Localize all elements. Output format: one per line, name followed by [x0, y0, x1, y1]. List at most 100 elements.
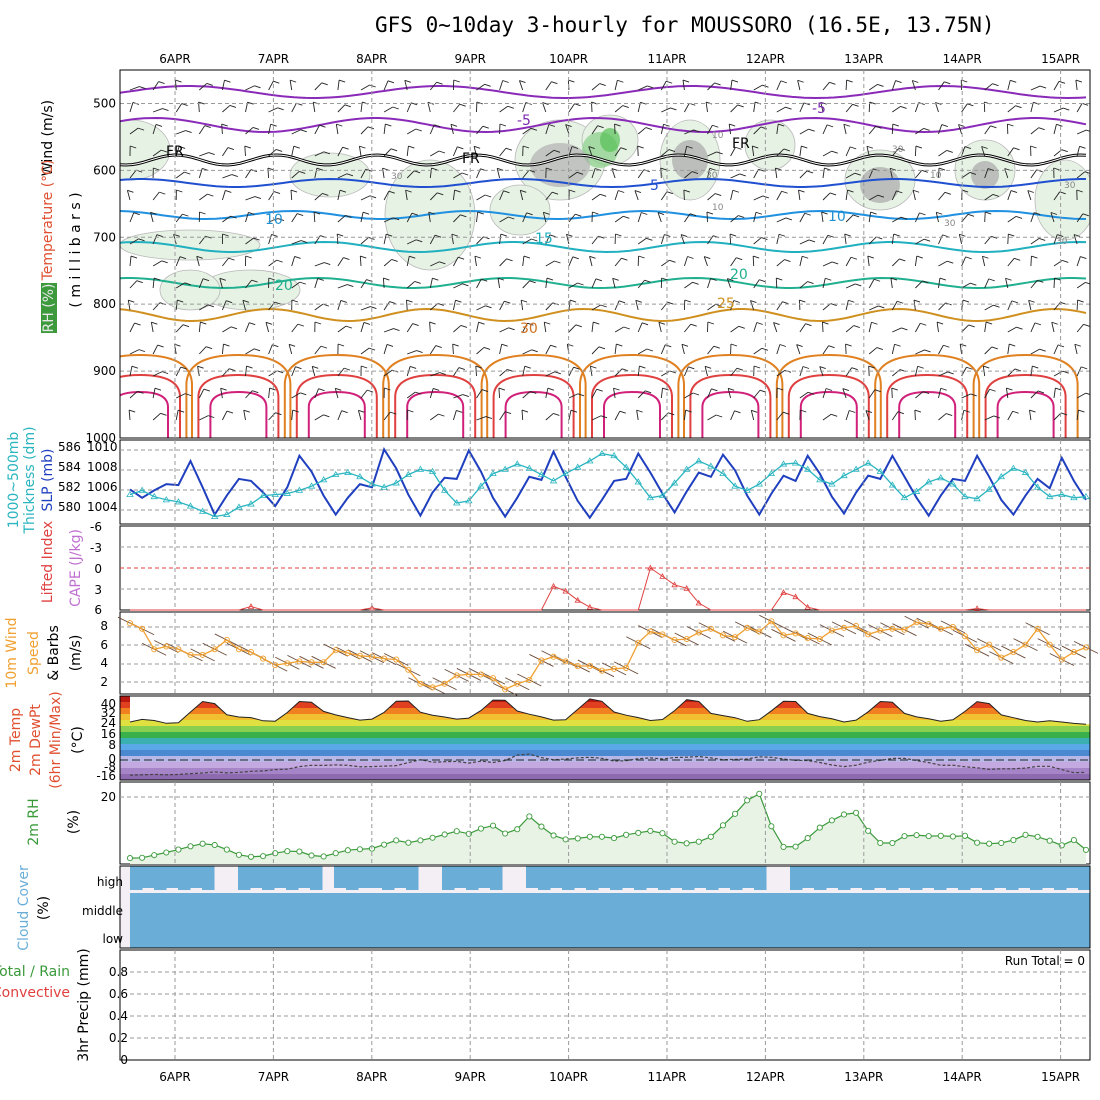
wind-barb: [405, 190, 408, 201]
rh-label-4: 10: [930, 171, 942, 181]
rh-label-7: 10: [712, 203, 724, 213]
wind-barb: [314, 124, 320, 135]
wind-barb: [499, 147, 507, 157]
cloud-high-bar: [946, 866, 959, 888]
wind-barb-flag: [940, 387, 947, 391]
wind-barb-flag: [877, 194, 885, 198]
wind-barb-flag: [473, 145, 481, 149]
wind-barb: [407, 350, 417, 355]
wind-barb: [753, 102, 756, 113]
wind-barb-flag: [658, 321, 666, 325]
wind-barb: [915, 323, 921, 333]
wind-barb: [842, 388, 847, 399]
wind-barb: [175, 282, 186, 289]
wind-barb: [198, 322, 201, 333]
wind-barb: [1053, 388, 1056, 399]
wind-barb: [175, 213, 183, 223]
wind-barb-flag: [941, 124, 948, 127]
wind-barb: [268, 107, 278, 113]
wind-speed-point: [139, 625, 146, 632]
wind-barb-flag: [668, 412, 675, 416]
wind-barb-flag: [565, 124, 572, 127]
wind-speed-point: [695, 629, 702, 636]
wind-barb-flag: [313, 211, 321, 215]
wind-barb-flag: [1086, 129, 1090, 132]
rh-label-2: 10: [712, 131, 724, 141]
wind-barb: [291, 102, 297, 113]
wind-barb-flag: [614, 123, 621, 127]
rh-point: [1010, 837, 1017, 844]
wind-barb-flag: [890, 277, 898, 281]
rh-point: [707, 833, 714, 840]
wind-barb: [614, 105, 624, 113]
wind-barb: [683, 256, 688, 267]
wind-barb: [314, 303, 324, 311]
wind-barb-flag: [223, 343, 230, 347]
wind-barb: [337, 410, 343, 421]
cloud-high-bar: [790, 866, 803, 890]
wind-barb: [1053, 191, 1061, 201]
temp-label-m5b: -5: [812, 101, 826, 117]
wind-barb: [753, 237, 762, 245]
wind-barb-flag: [383, 277, 390, 281]
wind-barb-flag: [299, 171, 306, 174]
wind-barb: [984, 168, 989, 179]
wind-barb: [129, 86, 140, 91]
rh-point: [840, 811, 848, 818]
temperature-band: [120, 774, 1090, 780]
wind-barb: [383, 411, 391, 421]
thk-tick-582: 582: [58, 480, 81, 494]
wind-barb: [545, 388, 549, 399]
wind-barb: [730, 173, 740, 179]
cloud-high-bar: [298, 866, 311, 888]
wind-barb: [452, 190, 456, 201]
wind-barb: [799, 146, 802, 157]
wind-barb: [336, 233, 339, 245]
wind-barb: [222, 326, 232, 333]
wind-barb-flag: [588, 146, 595, 149]
wind-barb: [429, 81, 437, 91]
wind-barb: [129, 238, 139, 245]
cloud-high-bar: [934, 866, 947, 890]
wind-barb: [382, 277, 385, 289]
wind-barb-flag: [825, 388, 833, 391]
wind-barb-flag: [691, 171, 699, 174]
wind-barb-flag: [896, 190, 903, 194]
wind-barb: [360, 84, 370, 91]
wind-barb-flag: [506, 258, 513, 262]
li-tick-m6: -6: [90, 520, 102, 534]
wind-barb-flag: [1014, 257, 1021, 261]
wind-barb: [268, 259, 277, 267]
wind-barb-flag: [947, 260, 954, 264]
wind-barb-flag: [181, 103, 188, 107]
cloud-high-bar: [730, 866, 743, 890]
wind-barb-flag: [455, 299, 462, 303]
wind-speed-point: [768, 618, 775, 625]
wind-barb: [406, 299, 408, 311]
wind-barb: [613, 388, 616, 399]
wind-barb: [750, 300, 755, 311]
wind-barb: [638, 85, 648, 91]
wind-speed-point: [598, 667, 605, 674]
wind-barb-flag: [1075, 79, 1083, 83]
rh-label-8: 30: [944, 219, 956, 229]
wind-barb-flag: [226, 300, 233, 304]
wind-barb-flag: [386, 233, 393, 237]
wind-barb: [1076, 324, 1084, 333]
wind-barb: [1030, 212, 1035, 223]
rh-point: [163, 849, 170, 856]
wind-barb: [753, 84, 763, 91]
wind-barb-flag: [390, 148, 398, 152]
rh-core: [600, 128, 620, 152]
wind-barb-flag: [206, 83, 213, 86]
wind-barb-flag: [1039, 237, 1046, 241]
wind-barb-flag: [127, 189, 134, 193]
wind-barb: [199, 193, 208, 201]
wind-barb-flag: [829, 81, 836, 85]
rh-point: [151, 852, 158, 859]
wind-barb: [705, 102, 708, 113]
wind-barb-flag: [922, 391, 930, 394]
wind-barb-flag: [1010, 79, 1017, 83]
wind-barb-flag: [485, 194, 492, 198]
wind-barb-flag: [243, 409, 250, 413]
